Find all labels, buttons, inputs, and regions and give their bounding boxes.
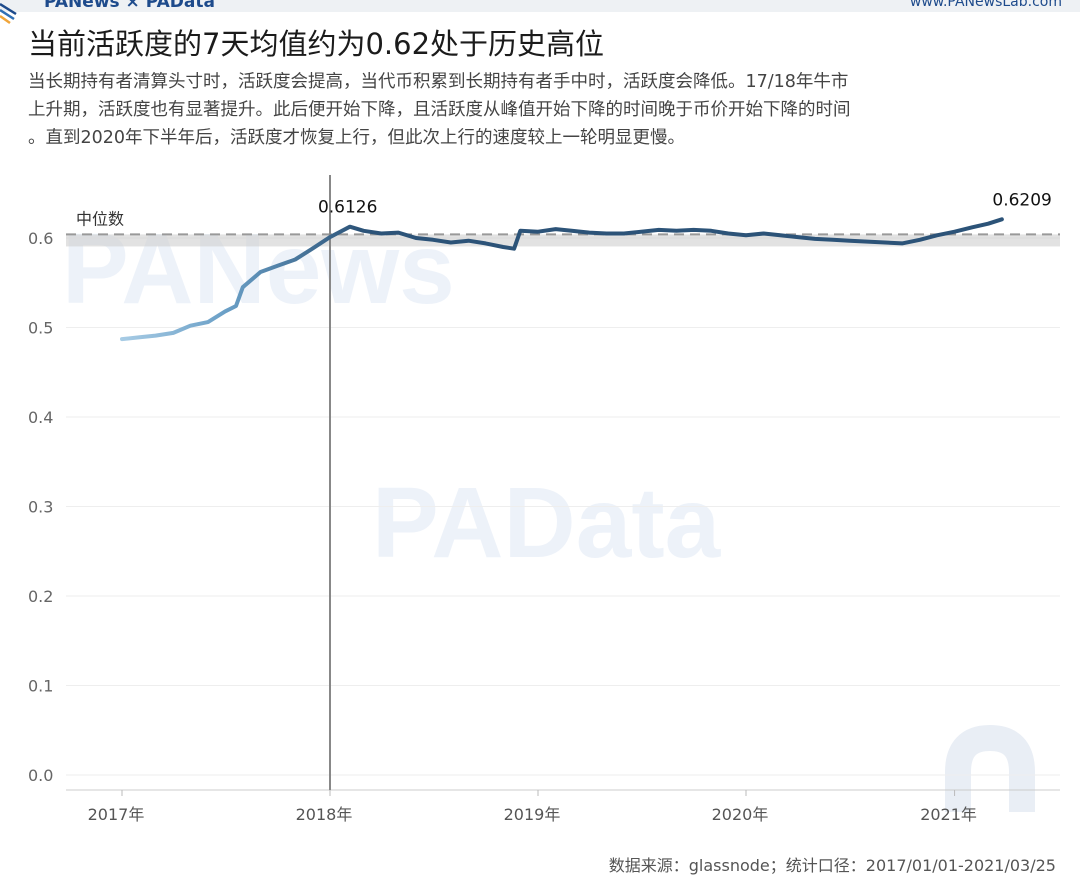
brand-url[interactable]: www.PANewsLab.com [909, 0, 1062, 10]
activity-line-chart: PANews PAData 0.0 0.1 0.2 0.3 0.4 0.5 0.6 2017… [28, 175, 1060, 824]
top-brand-bar [0, 0, 1080, 12]
watermark-panews: PANews [62, 213, 455, 325]
y-tick-label: 0.2 [28, 587, 53, 606]
watermark-padata: PAData [372, 467, 722, 579]
x-tick-label: 2019年 [504, 805, 561, 824]
panews-logo-icon [0, 2, 17, 25]
y-axis: 0.0 0.1 0.2 0.3 0.4 0.5 0.6 [28, 229, 53, 785]
y-tick-label: 0.5 [28, 319, 53, 338]
y-tick-label: 0.0 [28, 766, 53, 785]
series-group [120, 217, 1004, 342]
y-tick-label: 0.1 [28, 677, 53, 696]
x-tick-label: 2020年 [712, 805, 769, 824]
description-line: 。直到2020年下半年后，活跃度才恢复上行，但此次上行的速度较上一轮明显更慢。 [28, 128, 686, 148]
x-tick-label: 2018年 [296, 805, 353, 824]
watermark-corner-shape [945, 724, 1035, 812]
data-label: 0.6209 [992, 190, 1051, 210]
data-label: 0.6126 [318, 198, 377, 218]
x-tick-label: 2021年 [920, 805, 977, 824]
page-title: 当前活跃度的7天均值约为0.62处于历史高位 [28, 27, 605, 61]
chart-description: 当长期持有者清算头寸时，活跃度会提高，当代币积累到长期持有者手中时，活跃度会降低… [28, 68, 1058, 152]
description-line: 当长期持有者清算头寸时，活跃度会提高，当代币积累到长期持有者手中时，活跃度会降低… [28, 72, 849, 92]
data-source-note: 数据来源：glassnode；统计口径：2017/01/01-2021/03/2… [608, 856, 1056, 875]
y-tick-label: 0.4 [28, 408, 53, 427]
y-tick-label: 0.3 [28, 498, 53, 517]
brand-left: PANews × PAData [44, 0, 215, 12]
x-axis: 2017年 2018年 2019年 2020年 2021年 [66, 789, 1060, 824]
x-tick-label: 2017年 [88, 805, 145, 824]
median-label: 中位数 [76, 209, 124, 228]
y-tick-label: 0.6 [28, 229, 53, 248]
annotations: 0.6126 0.6209 [318, 190, 1052, 217]
description-line: 上升期，活跃度也有显著提升。此后便开始下降，且活跃度从峰值开始下降的时间晚于币价… [28, 100, 851, 120]
activity-series-line [120, 217, 1004, 342]
